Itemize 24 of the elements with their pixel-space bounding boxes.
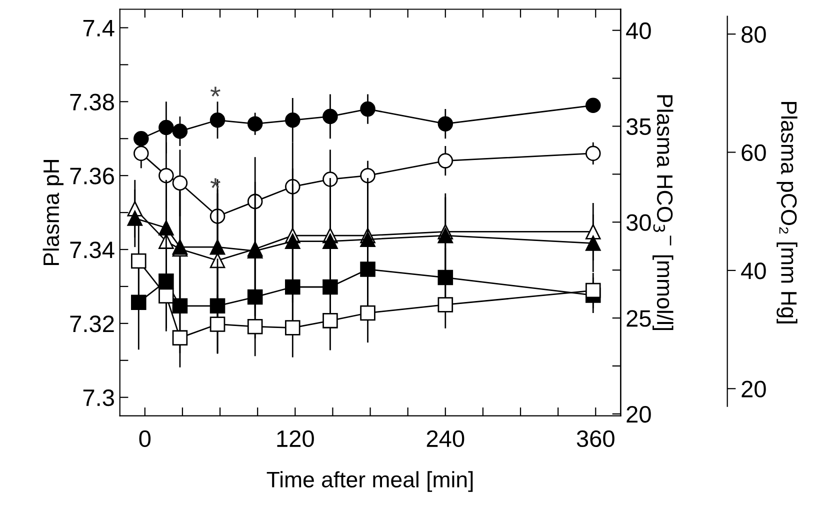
y-tick-label: 7.38 xyxy=(70,94,114,110)
x-tick-label: 360 xyxy=(576,430,614,448)
x-axis-title: Time after meal [min] xyxy=(266,471,473,492)
y-tick-label: 7.32 xyxy=(70,315,114,332)
y-tick-label: 7.3 xyxy=(83,389,114,406)
y3-tick-label: 20 xyxy=(742,380,766,398)
y3-axis-title: Plasma pCO₂ [mm Hg] xyxy=(776,102,798,324)
y-tick-label: 7.36 xyxy=(70,168,114,184)
y2-tick-label: 25 xyxy=(626,310,651,327)
y3-tick-label: 80 xyxy=(742,26,766,43)
x-tick-label: 240 xyxy=(426,430,464,448)
y-tick-label: 7.4 xyxy=(83,20,114,36)
y3-tick-label: 40 xyxy=(741,262,766,280)
y-axis-title: Plasma pH xyxy=(42,160,64,266)
y2-tick-label: 35 xyxy=(626,118,651,136)
y2-axis-title: Plasma HCO$_{3}$$^{−}$ [mmol/l] xyxy=(652,95,674,330)
y2-tick-label: 30 xyxy=(626,214,651,231)
y2-tick-label: 20 xyxy=(626,406,651,423)
x-tick-label: 0 xyxy=(139,430,151,448)
y2-tick-label: 40 xyxy=(626,22,651,40)
annotation: * xyxy=(210,86,220,97)
y-tick-label: 7.34 xyxy=(70,242,114,258)
x-tick-label: 120 xyxy=(277,430,314,448)
y3-tick-label: 60 xyxy=(742,144,766,162)
